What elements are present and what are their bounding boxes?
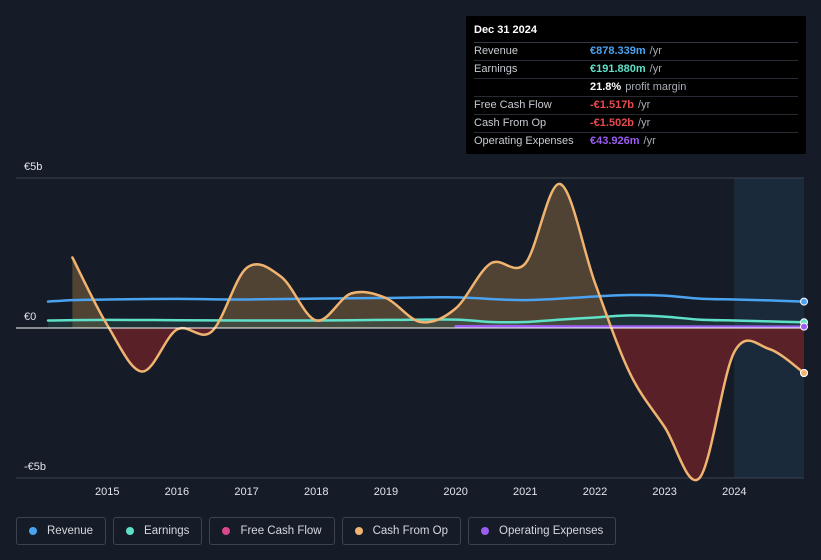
tooltip-unit: /yr xyxy=(649,45,662,57)
legend-dot-icon xyxy=(354,527,363,535)
tooltip-label: Revenue xyxy=(474,45,519,57)
tooltip-unit: /yr xyxy=(638,117,651,129)
x-tick-label: 2023 xyxy=(652,486,676,498)
x-tick-label: 2022 xyxy=(583,486,607,498)
y-tick-label: -€5b xyxy=(24,461,46,473)
legend-dot-icon xyxy=(29,527,37,535)
tooltip-row: Free Cash Flow -€1.517b/yr xyxy=(474,97,798,115)
legend-label: Cash From Op xyxy=(372,525,449,537)
tooltip-value: €878.339m xyxy=(590,45,646,57)
legend-item-operating-expenses[interactable]: Operating Expenses xyxy=(468,517,617,545)
operating-expenses-line xyxy=(454,324,806,328)
x-tick-label: 2020 xyxy=(443,486,467,498)
tooltip-row: Operating Expenses €43.926m/yr xyxy=(474,133,798,150)
x-tick-label: 2018 xyxy=(304,486,328,498)
y-tick-label: €0 xyxy=(24,311,36,323)
tooltip: Dec 31 2024 Revenue €878.339m/yr Earnings €… xyxy=(466,16,806,154)
tooltip-value: 21.8% xyxy=(590,81,622,93)
tooltip-label: Earnings xyxy=(474,63,518,75)
tooltip-unit: /yr xyxy=(649,63,662,75)
tooltip-label xyxy=(474,79,590,96)
tooltip-value: -€1.502b xyxy=(590,117,635,129)
operating-expenses-endpoint xyxy=(800,322,808,331)
tooltip-unit: profit margin xyxy=(625,81,687,93)
legend-label: Operating Expenses xyxy=(499,525,604,537)
tooltip-row: 21.8% profit margin xyxy=(474,79,798,97)
cash-from-op-endpoint xyxy=(800,369,808,377)
cash-from-op-area-negative xyxy=(72,328,804,481)
tooltip-unit: /yr xyxy=(638,99,651,111)
tooltip-value: €191.880m xyxy=(590,63,646,75)
legend-item-earnings[interactable]: Earnings xyxy=(113,517,203,545)
legend-label: Revenue xyxy=(47,525,94,537)
tooltip-label: Operating Expenses xyxy=(474,135,574,147)
x-tick-label: 2024 xyxy=(722,486,746,498)
cash-from-op-area-positive xyxy=(72,183,804,328)
x-tick-label: 2016 xyxy=(165,486,189,498)
tooltip-unit: /yr xyxy=(643,135,656,147)
tooltip-row: Revenue €878.339m/yr xyxy=(474,43,798,61)
legend-dot-icon xyxy=(126,527,135,535)
legend-label: Free Cash Flow xyxy=(240,525,322,537)
legend-item-free-cash-flow[interactable]: Free Cash Flow xyxy=(209,517,335,545)
x-tick-label: 2017 xyxy=(234,486,258,498)
tooltip-label: Free Cash Flow xyxy=(474,99,552,111)
x-tick-label: 2019 xyxy=(374,486,398,498)
legend-dot-icon xyxy=(222,527,231,535)
tooltip-row: Cash From Op -€1.502b/yr xyxy=(474,115,798,133)
legend-label: Earnings xyxy=(144,525,190,537)
revenue-endpoint xyxy=(800,297,808,306)
tooltip-row: Earnings €191.880m/yr xyxy=(474,61,798,79)
y-tick-label: €5b xyxy=(24,161,42,173)
tooltip-date: Dec 31 2024 xyxy=(474,16,798,43)
revenue-line xyxy=(46,293,806,303)
tooltip-value: -€1.517b xyxy=(590,99,635,111)
tooltip-value: €43.926m xyxy=(590,135,640,147)
legend-dot-icon xyxy=(481,527,490,535)
legend-item-cash-from-op[interactable]: Cash From Op xyxy=(341,517,462,545)
legend: Revenue Earnings Free Cash Flow Cash From O… xyxy=(16,517,623,545)
tooltip-label: Cash From Op xyxy=(474,117,547,129)
x-tick-label: 2015 xyxy=(95,486,119,498)
legend-item-revenue[interactable]: Revenue xyxy=(16,517,107,545)
x-tick-label: 2021 xyxy=(513,486,537,498)
cash-from-op-line xyxy=(71,182,806,482)
